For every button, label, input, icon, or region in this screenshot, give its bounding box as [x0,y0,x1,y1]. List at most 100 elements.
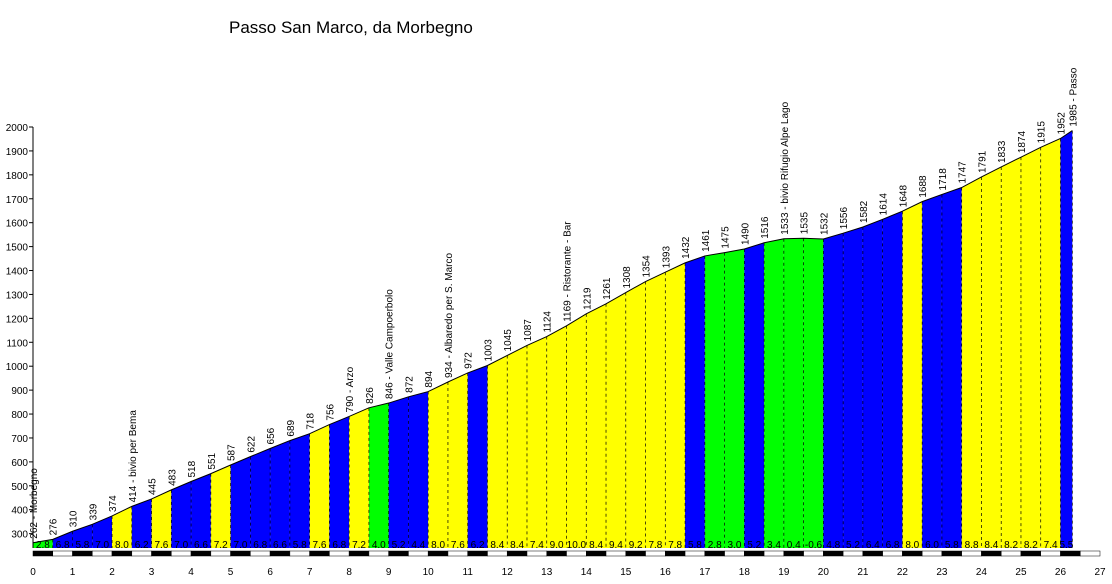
segment-blue [941,187,962,549]
elevation-label: 689 [286,419,297,436]
y-tick-label: 800 [11,410,28,421]
elevation-labels: 262 - Morbegno 276 310 339 374 414 - bivio pe… [29,67,1079,539]
elevation-label: 1532 [819,212,830,235]
x-tick-label: 24 [976,567,988,578]
segment-yellow [902,201,923,548]
segment-yellow [1040,138,1061,548]
grade-label: 8.0 [431,540,445,551]
segment-blue [843,226,863,549]
y-tick-label: 400 [11,506,28,517]
x-tick-label: 23 [936,567,948,578]
segment-blue [329,416,350,548]
segment-blue [744,242,765,548]
elevation-label: 1461 [701,229,712,252]
grade-label: 6.6 [194,540,208,551]
segment-yellow [210,464,231,548]
grade-label: 7.8 [668,540,682,551]
x-tick-label: 26 [1055,567,1067,578]
x-tick-label: 27 [1094,567,1106,578]
elevation-label: 718 [306,413,317,430]
km-strip [704,550,725,557]
x-tick-label: 20 [818,567,830,578]
segment-yellow [428,381,448,548]
km-strip [586,550,607,557]
grade-label: 2.8 [708,540,722,551]
segment-blue [171,481,192,548]
km-strip [842,550,864,557]
km-strip [329,550,350,557]
x-tick-label: 21 [857,567,869,578]
segment-yellow [526,336,547,548]
elevation-label: 262 - Morbegno [29,468,40,539]
grade-label: 8.4 [510,540,524,551]
km-strip [1079,550,1101,557]
y-tick-label: 2000 [6,123,29,134]
elevation-label: 1688 [918,175,929,198]
km-strip [684,550,706,557]
km-divider-lines [52,130,1073,548]
elevation-label: 972 [464,352,475,369]
km-strip [348,550,370,557]
elevation-label: 1516 [760,216,771,239]
x-tick-label: 19 [778,567,790,578]
grade-label: 6.2 [135,540,149,551]
segment-blue [230,456,251,548]
elevation-label: 1432 [681,236,692,259]
segment-yellow [487,355,508,548]
y-tick-label: 1100 [6,338,28,349]
km-strip [902,550,923,557]
km-strip [427,550,449,557]
grade-label: 5.2 [392,540,406,551]
km-strip [961,550,982,557]
y-tick-label: 700 [11,434,28,445]
x-tick-label: 10 [423,567,435,578]
segment-yellow [625,281,646,548]
km-strip [783,550,804,557]
elevation-label: 1308 [622,266,633,289]
elevation-label: 1490 [740,222,751,245]
segment-green [33,539,53,548]
grade-label: 4.8 [826,540,840,551]
grade-label: 7.2 [352,540,366,551]
km-strip [546,550,567,557]
grade-label: 7.8 [648,540,662,551]
x-tick-label: 14 [581,567,593,578]
y-axis: 300 400 500 600 700 800 900 1000 1100 1200 1300 140… [6,123,34,548]
elevation-label: 1475 [721,226,732,249]
elevation-label: 756 [325,403,336,420]
grade-label: 5.8 [293,540,307,551]
segment-blue [92,515,113,548]
y-tick-label: 600 [11,458,28,469]
km-strip [309,550,330,557]
km-strip [1020,550,1041,557]
elevation-label: 414 - bivio per Bema [128,410,139,503]
segment-green [704,252,725,548]
segment-blue [52,531,73,548]
profile-line [32,130,1073,544]
segment-blue [289,433,310,548]
elevation-label: 1087 [523,319,534,342]
segment-blue [882,211,903,548]
elevation-label: 518 [187,460,198,477]
km-strip [744,550,765,557]
grade-label: 6.8 [56,540,70,551]
segment-blue [388,396,409,548]
elevation-label: 587 [227,444,238,461]
grade-label: 7.4 [1044,540,1058,551]
grade-label: 7.0 [95,540,109,551]
grade-label: 7.0 [174,540,188,551]
elevation-label: 1261 [602,277,613,300]
grade-label: 3.4 [767,540,781,551]
elevation-label: 1582 [859,200,870,223]
x-tick-label: 6 [267,567,273,578]
grade-label: 8.8 [965,540,979,551]
grade-label: 7.6 [154,540,168,551]
y-tick-label: 500 [11,482,28,493]
y-tick-label: 1600 [6,219,29,230]
elevation-label: 1556 [839,207,850,230]
x-tick-label: 7 [307,567,313,578]
segment-blue [922,194,942,548]
grade-label: 0.4 [787,540,801,551]
x-tick-label: 15 [620,567,632,578]
segment-blue [467,365,488,548]
